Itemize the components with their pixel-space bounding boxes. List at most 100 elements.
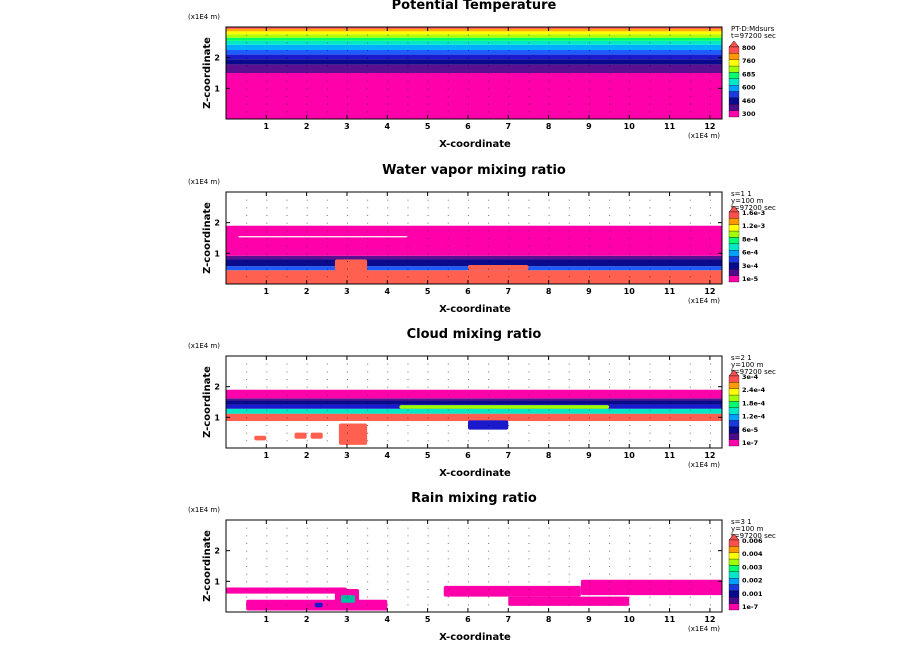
- grid-dot: [588, 566, 590, 567]
- grid-dot: [326, 42, 328, 44]
- grid-dot: [346, 42, 348, 44]
- legend-label: 1e-7: [742, 603, 758, 611]
- grid-dot: [709, 207, 711, 209]
- grid-dot: [467, 50, 469, 51]
- grid-dot: [367, 596, 369, 598]
- grid-dot: [286, 558, 288, 560]
- grid-dot: [447, 409, 449, 411]
- grid-dot: [508, 238, 510, 239]
- grid-dot: [286, 57, 288, 59]
- legend-swatch: [728, 211, 740, 219]
- grid-dot: [286, 34, 288, 36]
- grid-dot: [266, 604, 268, 606]
- grid-dot: [407, 238, 409, 239]
- field-layer: [226, 199, 722, 284]
- grid-dot: [367, 566, 369, 567]
- grid-dot: [508, 425, 510, 426]
- grid-dot: [568, 111, 570, 113]
- y-tick-label: 2: [214, 219, 220, 228]
- grid-dot: [367, 386, 369, 388]
- grid-dot: [467, 80, 469, 82]
- grid-dot: [548, 417, 550, 419]
- grid-dot: [709, 238, 711, 239]
- grid-dot: [508, 550, 510, 552]
- grid-dot: [326, 596, 328, 598]
- grid-dot: [649, 73, 651, 74]
- grid-dot: [387, 88, 389, 90]
- grid-dot: [367, 88, 369, 90]
- grid-dot: [367, 215, 369, 216]
- grid-dot: [689, 261, 691, 262]
- field-band: [226, 59, 722, 65]
- grid-dot: [629, 222, 631, 224]
- grid-dot: [407, 222, 409, 224]
- grid-dot: [568, 96, 570, 97]
- grid-dot: [528, 440, 530, 442]
- grid-dot: [669, 222, 671, 224]
- grid-dot: [467, 230, 469, 232]
- grid-dot: [689, 245, 691, 247]
- grid-dot: [649, 566, 651, 567]
- grid-dot: [447, 215, 449, 216]
- grid-dot: [649, 34, 651, 36]
- grid-dot: [689, 50, 691, 51]
- grid-dot: [286, 199, 288, 201]
- grid-dot: [407, 566, 409, 567]
- field-band: [226, 28, 722, 32]
- grid-dot: [286, 80, 288, 82]
- grid-dot: [689, 80, 691, 82]
- grid-dot: [266, 42, 268, 44]
- grid-dot: [528, 409, 530, 411]
- grid-dot: [568, 432, 570, 434]
- field-band: [226, 400, 722, 405]
- grid-dot: [588, 230, 590, 232]
- grid-dot: [346, 215, 348, 216]
- x-tick-label: 12: [704, 287, 715, 296]
- legend-swatch: [728, 426, 740, 434]
- grid-dot: [326, 261, 328, 262]
- grid-dot: [588, 222, 590, 224]
- grid-dot: [568, 207, 570, 209]
- grid-dot: [609, 581, 611, 583]
- grid-dot: [629, 253, 631, 255]
- grid-dot: [467, 245, 469, 247]
- grid-dot: [387, 425, 389, 426]
- plot-frame: [225, 355, 723, 449]
- x-tick-label: 4: [385, 287, 391, 296]
- grid-dot: [346, 573, 348, 575]
- grid-dot: [488, 566, 490, 567]
- grid-dot: [568, 371, 570, 373]
- grid-dot: [326, 432, 328, 434]
- field-patch: [294, 432, 307, 439]
- grid-dot: [306, 253, 308, 255]
- grid-dot: [367, 402, 369, 403]
- grid-dot: [689, 402, 691, 403]
- grid-dot: [266, 543, 268, 544]
- grid-dot: [286, 581, 288, 583]
- grid-dot: [488, 550, 490, 552]
- legend-label: 1e-5: [742, 275, 759, 283]
- grid-dot: [588, 371, 590, 373]
- grid-dot: [346, 432, 348, 434]
- grid-dot: [669, 425, 671, 426]
- grid-dot: [709, 566, 711, 567]
- grid-dot: [649, 440, 651, 442]
- grid-dot: [629, 535, 631, 537]
- grid-dot: [447, 73, 449, 74]
- grid-dot: [326, 566, 328, 567]
- grid-dot: [246, 402, 248, 403]
- grid-dot: [609, 88, 611, 90]
- grid-dot: [367, 535, 369, 537]
- grid-dot: [306, 527, 308, 529]
- grid-dot: [669, 245, 671, 247]
- grid-dot: [306, 96, 308, 97]
- grid-dot: [669, 230, 671, 232]
- plot-frame: [225, 191, 723, 285]
- legend-swatch: [728, 584, 740, 592]
- grid-dot: [588, 65, 590, 67]
- grid-dot: [246, 589, 248, 590]
- grid-dot: [588, 261, 590, 262]
- grid-dot: [407, 543, 409, 544]
- grid-dot: [709, 34, 711, 36]
- x-tick-label: 5: [425, 615, 431, 624]
